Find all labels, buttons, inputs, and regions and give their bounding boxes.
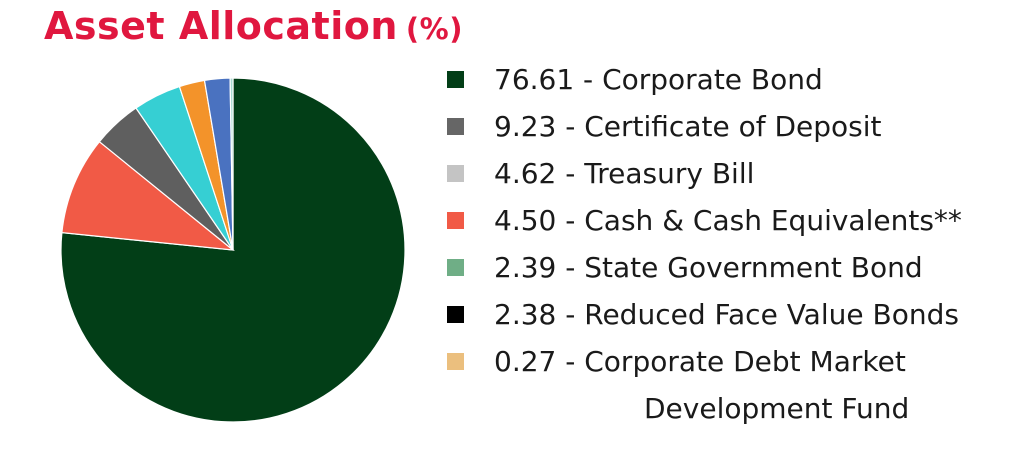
legend-item: 2.39 - State Government Bond xyxy=(447,244,962,291)
legend-label: 4.50 - Cash & Cash Equivalents** xyxy=(494,204,962,237)
legend-item: 0.27 - Corporate Debt Market Development… xyxy=(447,338,962,432)
legend-swatch xyxy=(447,212,464,229)
pie-slice-6 xyxy=(229,77,234,251)
legend-swatch xyxy=(447,259,464,276)
legend-label: 0.27 - Corporate Debt Market Development… xyxy=(494,338,954,432)
chart-title-text: Asset Allocation xyxy=(44,4,398,48)
legend-label: 2.39 - State Government Bond xyxy=(494,251,923,284)
legend-item: 4.50 - Cash & Cash Equivalents** xyxy=(447,197,962,244)
legend-label: 76.61 - Corporate Bond xyxy=(494,63,823,96)
legend-item: 9.23 - Certificate of Deposit xyxy=(447,103,962,150)
legend-swatch xyxy=(447,118,464,135)
legend-swatch xyxy=(447,306,464,323)
legend-swatch xyxy=(447,353,464,370)
legend-label-line: Development Fund xyxy=(644,392,910,425)
legend-label: 4.62 - Treasury Bill xyxy=(494,157,755,190)
chart-title: Asset Allocation (%) xyxy=(44,4,463,51)
legend-label: 2.38 - Reduced Face Value Bonds xyxy=(494,298,959,331)
legend-swatch xyxy=(447,165,464,182)
legend-label: 9.23 - Certificate of Deposit xyxy=(494,110,882,143)
legend-item: 4.62 - Treasury Bill xyxy=(447,150,962,197)
legend-swatch xyxy=(447,71,464,88)
pie-slice-1 xyxy=(61,140,235,251)
chart-title-unit: (%) xyxy=(405,12,463,46)
legend-item: 2.38 - Reduced Face Value Bonds xyxy=(447,291,962,338)
chart-legend: 76.61 - Corporate Bond 9.23 - Certificat… xyxy=(447,56,962,432)
legend-item: 76.61 - Corporate Bond xyxy=(447,56,962,103)
legend-label-line: 0.27 - Corporate Debt Market xyxy=(494,345,906,378)
pie-chart xyxy=(60,77,406,423)
